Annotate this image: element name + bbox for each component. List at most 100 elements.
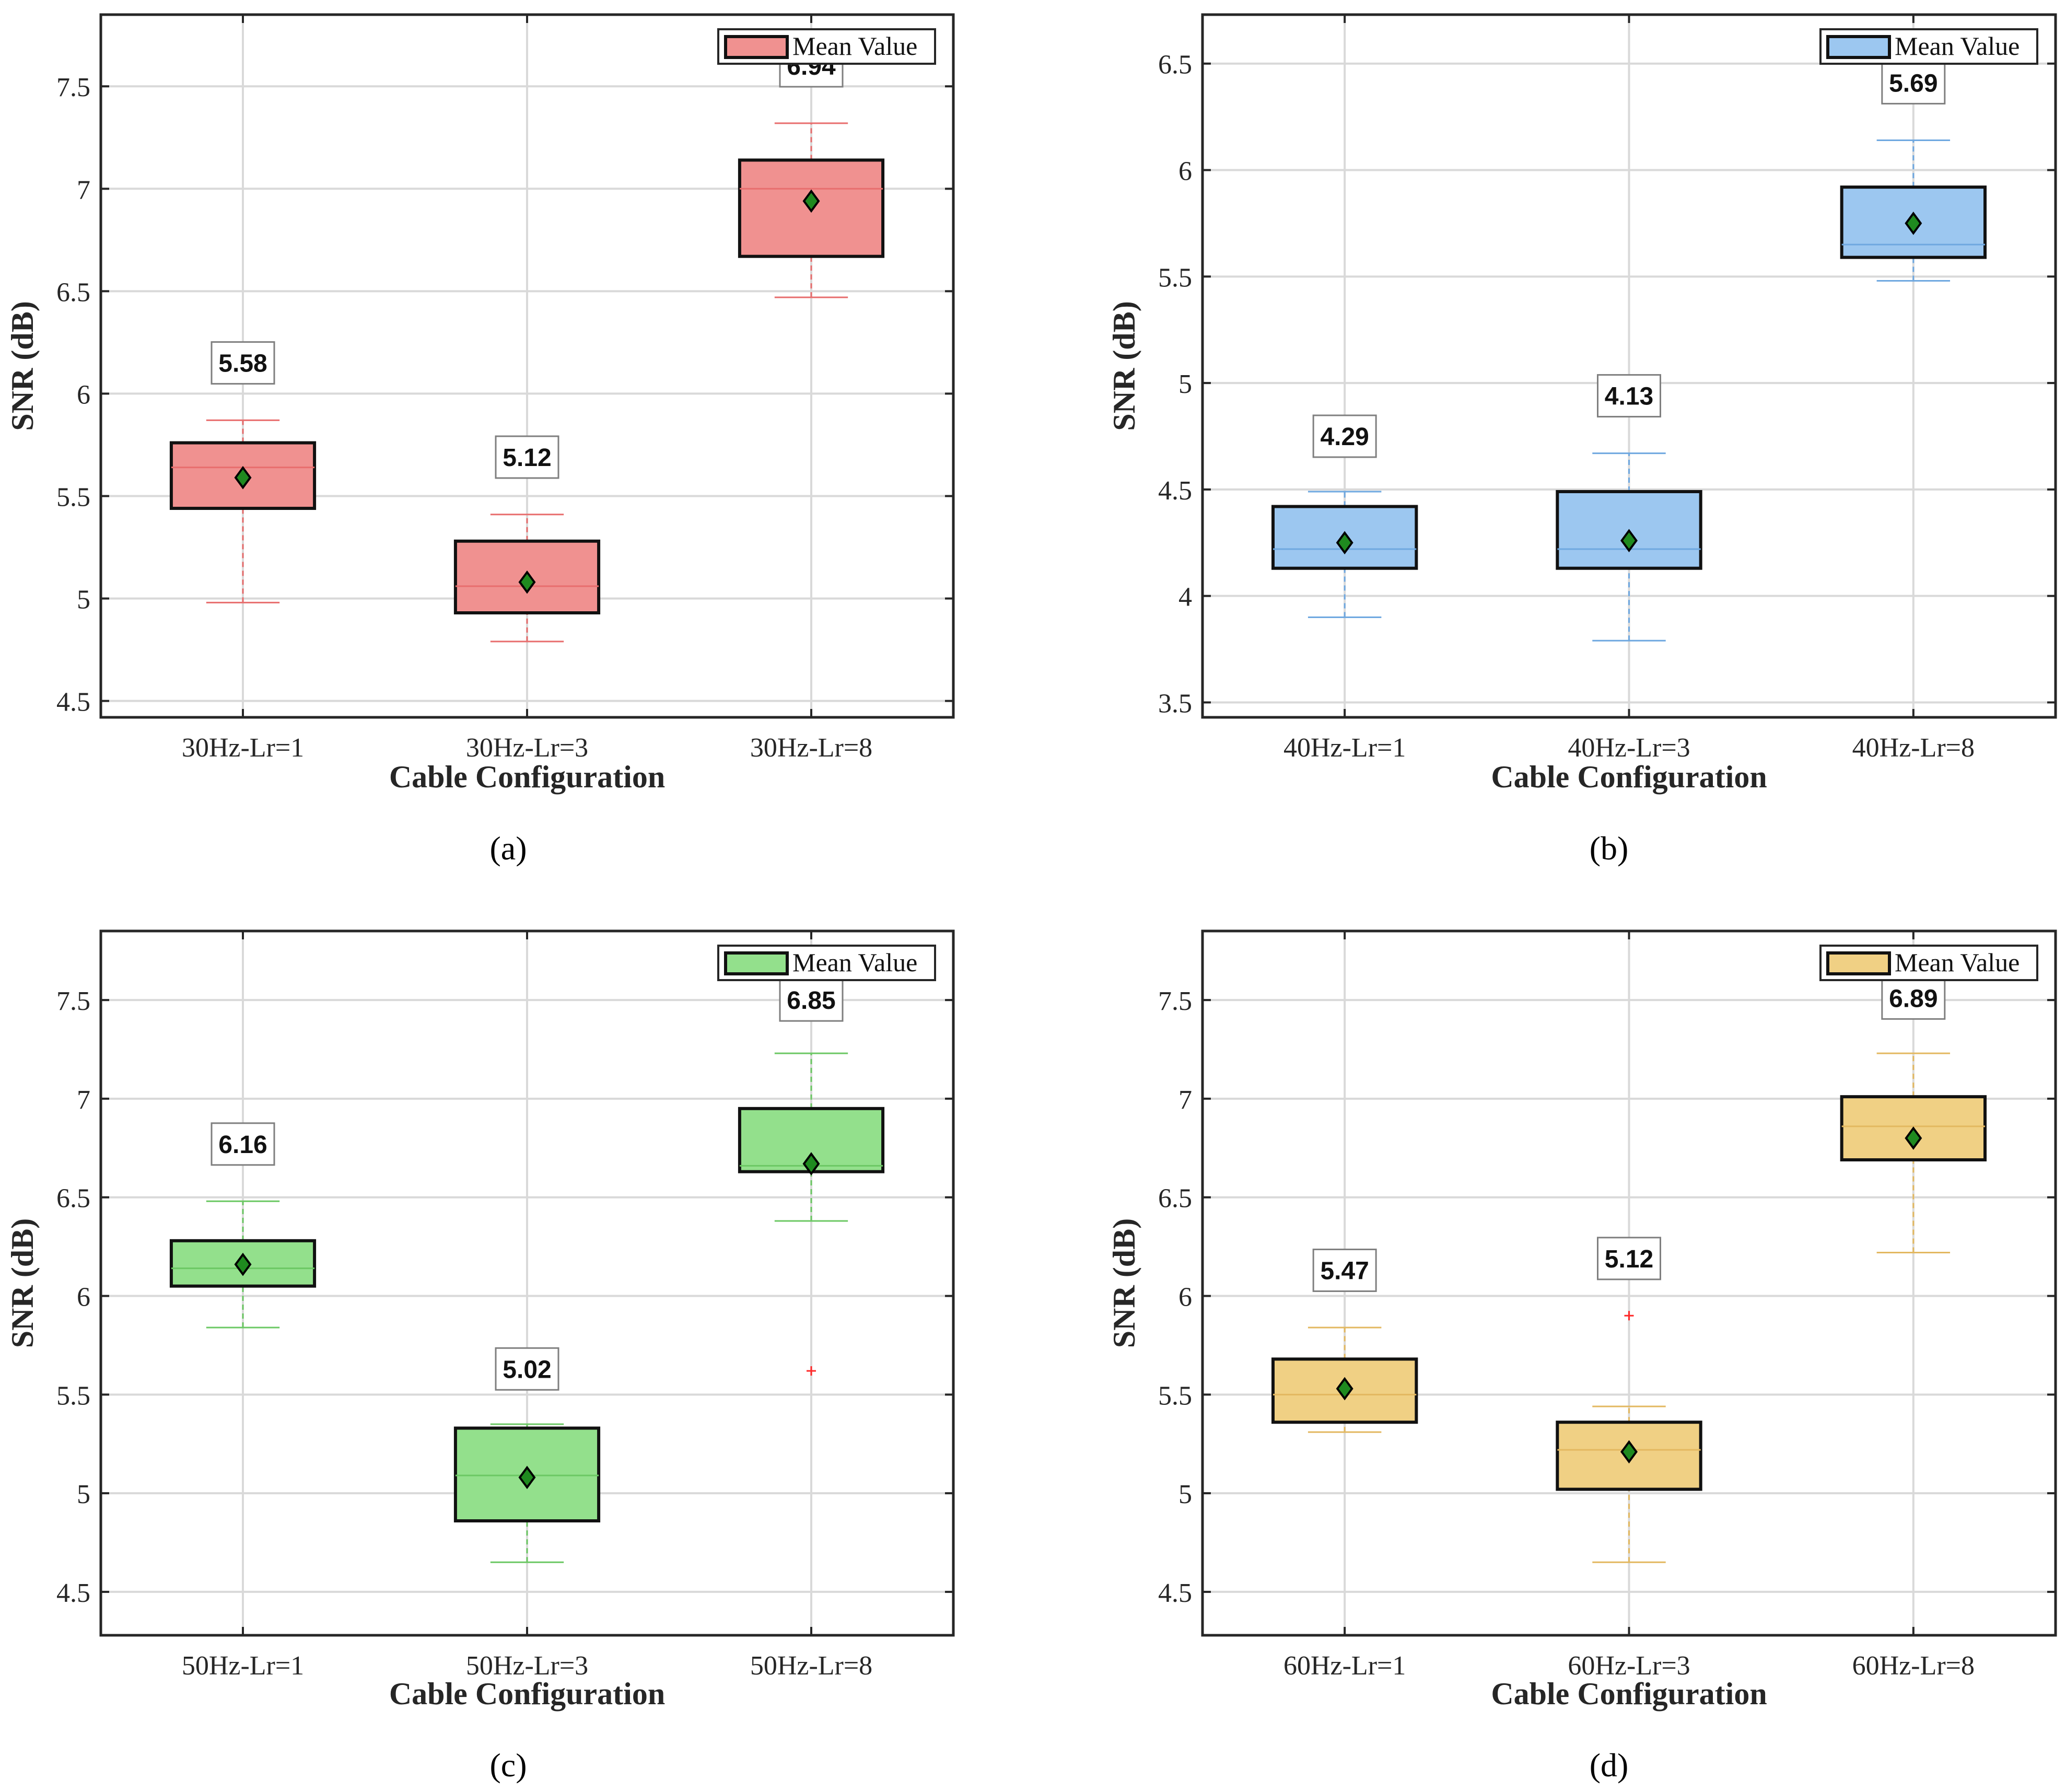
y-tick-label: 4.5 (56, 688, 90, 717)
panel-a: 4.5 5 5.5 6 6.5 7 7.5 30Hz-Lr=1 30Hz-Lr=3 30Hz-Lr… (5, 13, 955, 867)
x-tick-label: 40Hz-Lr=8 (1852, 733, 1975, 763)
panel-caption: (b) (1590, 830, 1629, 867)
y-tick-label: 4 (1178, 583, 1192, 612)
mean-marker (518, 1465, 536, 1490)
y-tick-label: 7 (1178, 1085, 1192, 1115)
panel-caption: (d) (1590, 1747, 1629, 1784)
y-tick-label: 6 (1178, 157, 1192, 187)
box-40Hz-Lr=8: 5.69 (1840, 61, 1987, 282)
y-tick-label: 7 (77, 175, 90, 205)
y-tick-label: 6 (1178, 1283, 1192, 1312)
legend: Mean Value (1819, 945, 2038, 981)
panel-caption: (c) (489, 1747, 527, 1784)
x-tick-label: 40Hz-Lr=1 (1283, 733, 1406, 763)
legend-swatch (1826, 951, 1891, 975)
legend-label: Mean Value (792, 948, 917, 977)
y-tick-label: 5 (77, 1480, 90, 1509)
mean-annotation-label: 5.47 (1320, 1257, 1369, 1285)
mean-marker (518, 570, 536, 594)
mean-annotation-box (1597, 1237, 1661, 1281)
x-tick-label: 40Hz-Lr=3 (1568, 733, 1690, 763)
x-tick-label: 50Hz-Lr=1 (182, 1651, 304, 1681)
box-60Hz-Lr=3: 5.12 (1556, 1237, 1702, 1563)
box-50Hz-Lr=3: 5.02 (453, 1347, 601, 1563)
y-tick-label: 6 (77, 1283, 90, 1312)
y-tick-label: 5 (77, 585, 90, 615)
legend-swatch (724, 951, 789, 975)
mean-annotation-label: 5.58 (218, 350, 267, 378)
y-tick-label: 7.5 (56, 986, 90, 1016)
mean-marker (1336, 1377, 1353, 1401)
y-tick-label: 6.5 (56, 1184, 90, 1214)
y-tick-label: 5.5 (56, 483, 90, 513)
x-tick-label: 30Hz-Lr=8 (750, 733, 872, 763)
y-axis-label: SNR (dB) (1107, 301, 1141, 430)
legend-label: Mean Value (1895, 31, 2020, 61)
panel-c: 4.5 5 5.5 6 6.5 7 7.5 50Hz-Lr=1 50Hz-Lr=3 50Hz-Lr… (5, 929, 955, 1784)
x-tick-label: 60Hz-Lr=1 (1283, 1651, 1406, 1681)
legend-label: Mean Value (792, 31, 917, 61)
box-30Hz-Lr=8: 6.94 (738, 44, 885, 298)
legend: Mean Value (717, 945, 936, 981)
y-tick-label: 5.5 (1158, 1381, 1192, 1411)
box-40Hz-Lr=3: 4.13 (1556, 374, 1702, 642)
mean-marker (1620, 529, 1638, 553)
panel-d: 4.5 5 5.5 6 6.5 7 7.5 60Hz-Lr=1 60Hz-Lr=3 60Hz-Lr… (1107, 929, 2057, 1784)
mean-annotation-box (211, 341, 275, 385)
mean-annotation-box (1312, 414, 1377, 458)
outlier-point (1624, 1311, 1634, 1321)
legend: Mean Value (717, 28, 936, 65)
axes-frame (99, 13, 955, 719)
mean-marker (802, 1152, 820, 1176)
x-tick-label: 30Hz-Lr=3 (466, 733, 588, 763)
mean-annotation-label: 5.69 (1889, 69, 1937, 97)
x-tick-label: 50Hz-Lr=3 (466, 1651, 588, 1681)
y-axis-label: SNR (dB) (5, 301, 40, 430)
mean-annotation-box (1881, 61, 1946, 104)
y-tick-label: 6.5 (1158, 50, 1192, 80)
x-tick-label: 60Hz-Lr=8 (1852, 1651, 1975, 1681)
mean-annotation-label: 6.85 (787, 987, 835, 1015)
panel-b: 3.5 4 4.5 5 5.5 6 6.5 40Hz-Lr=1 40Hz-Lr=3 40Hz-Lr… (1107, 13, 2057, 867)
mean-annotation-box (495, 1347, 559, 1391)
axes-frame (1201, 929, 2057, 1637)
mean-annotation-label: 4.13 (1605, 383, 1653, 411)
y-tick-label: 5 (1178, 1480, 1192, 1509)
box-40Hz-Lr=1: 4.29 (1271, 414, 1418, 618)
mean-annotation-box (211, 1122, 275, 1166)
box-30Hz-Lr=3: 5.12 (453, 435, 601, 643)
mean-annotation-box (1597, 374, 1661, 418)
mean-marker (234, 1252, 252, 1276)
axes-frame (99, 929, 955, 1637)
panel-caption: (a) (489, 830, 527, 867)
y-axis-label: SNR (dB) (5, 1218, 40, 1348)
mean-marker (802, 189, 820, 213)
y-axis-label: SNR (dB) (1107, 1218, 1141, 1348)
y-tick-label: 4.5 (56, 1578, 90, 1608)
y-tick-label: 7.5 (1158, 986, 1192, 1016)
axes-frame (1201, 13, 2057, 719)
mean-marker (234, 466, 252, 490)
mean-annotation-label: 5.02 (503, 1356, 551, 1383)
outlier-point (807, 1366, 816, 1376)
y-tick-label: 5.5 (56, 1381, 90, 1411)
mean-marker (1905, 212, 1922, 235)
y-tick-label: 6 (77, 380, 90, 410)
mean-annotation-label: 6.89 (1889, 985, 1937, 1013)
mean-marker (1905, 1126, 1922, 1150)
y-tick-label: 6.5 (1158, 1184, 1192, 1214)
x-axis-label: Cable Configuration (1491, 760, 1767, 794)
mean-annotation-box (779, 978, 844, 1022)
mean-marker (1620, 1440, 1638, 1464)
legend-swatch (724, 35, 789, 59)
mean-annotation-box (495, 435, 559, 479)
y-tick-label: 4.5 (1158, 476, 1192, 506)
mean-annotation-label: 4.29 (1320, 423, 1369, 451)
mean-annotation-label: 6.16 (218, 1131, 267, 1159)
x-tick-label: 60Hz-Lr=3 (1568, 1651, 1690, 1681)
box-50Hz-Lr=8: 6.85 (738, 978, 885, 1376)
box-50Hz-Lr=1: 6.16 (169, 1122, 317, 1329)
y-tick-label: 7.5 (56, 73, 90, 102)
mean-annotation-label: 5.12 (503, 444, 551, 472)
